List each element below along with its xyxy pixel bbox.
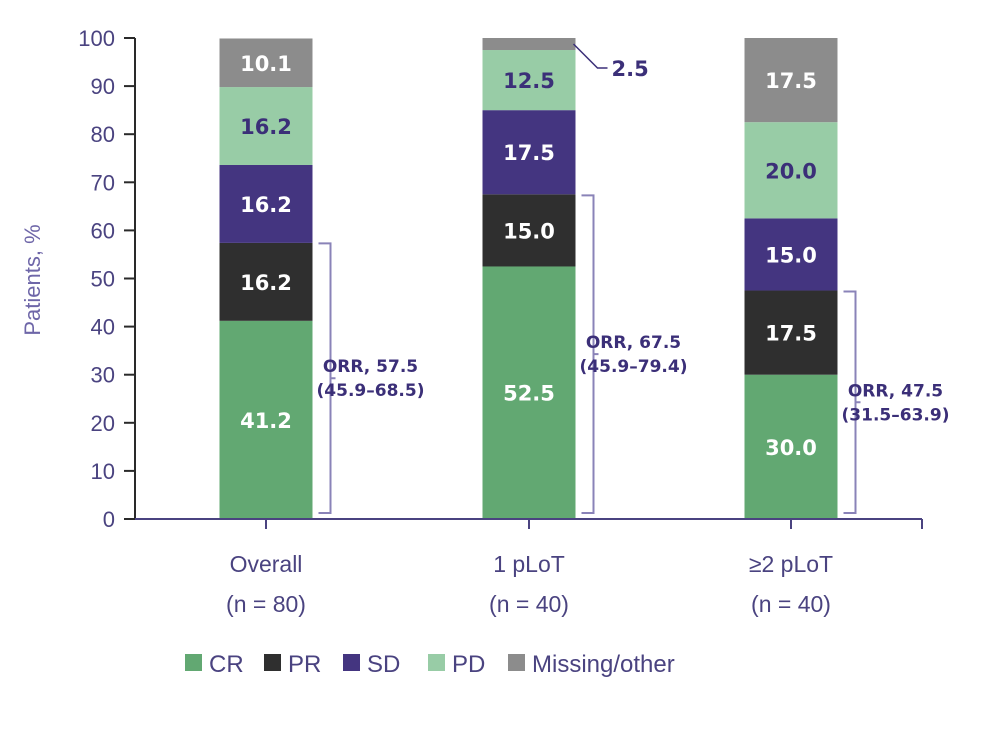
legend-item: PD	[428, 651, 485, 678]
orr-bracket	[843, 290, 861, 514]
bar-segment-missing-other	[744, 38, 838, 123]
data-label: 2.5	[612, 57, 649, 81]
bar-segment-pd	[219, 87, 313, 165]
x-tick-sublabel: (n = 40)	[489, 591, 569, 617]
bar-segment-cr	[219, 320, 313, 519]
y-tick-label: 40	[91, 315, 115, 340]
orr-label: ORR, 57.5	[323, 357, 418, 377]
legend-label: PR	[288, 651, 321, 678]
orr-annotation: ORR, 47.5 (31.5–63.9)	[842, 290, 950, 514]
y-tick-label: 10	[91, 459, 115, 484]
y-axis: 0 10 20 30 40 50 60 70 80 90 100	[78, 26, 136, 532]
legend-swatch	[343, 654, 360, 671]
legend-swatch	[508, 654, 525, 671]
bars: 41.2 16.2 16.2 16.2 10.1 52.5 15.0 17.5 12.5 2.5 3…	[219, 38, 838, 519]
y-tick-label: 80	[91, 122, 115, 147]
bar-segment-pr	[482, 194, 576, 267]
bar-segment-sd	[482, 110, 576, 195]
bar-segment-missing-other	[219, 38, 313, 88]
bar-segment-pd	[482, 50, 576, 111]
data-label: 41.2	[240, 409, 292, 433]
bar-segment-sd	[219, 164, 313, 243]
x-tick-sublabel: (n = 40)	[751, 591, 831, 617]
x-tick-label: Overall	[230, 551, 303, 577]
legend-item: PR	[264, 651, 321, 678]
data-label: 52.5	[503, 382, 555, 406]
data-label: 12.5	[503, 69, 555, 93]
y-tick-label: 0	[103, 507, 115, 532]
bar-segment-pr	[219, 242, 313, 321]
orr-label: ORR, 67.5	[586, 333, 681, 353]
orr-label: ORR, 47.5	[848, 381, 943, 401]
y-tick-label: 50	[91, 267, 115, 292]
bar-group: 52.5 15.0 17.5 12.5 2.5	[482, 38, 649, 519]
orr-ci-label: (31.5–63.9)	[842, 405, 950, 425]
data-label: 10.1	[240, 52, 292, 76]
x-axis: Overall (n = 80) 1 pLoT (n = 40) ≥2 pLoT (n =…	[135, 518, 923, 617]
legend-item: CR	[185, 651, 244, 678]
y-tick-label: 30	[91, 363, 115, 388]
y-axis-title: Patients, %	[20, 224, 45, 335]
data-label: 17.5	[765, 322, 817, 346]
data-label: 17.5	[503, 141, 555, 165]
bar-segment-cr	[482, 266, 576, 519]
y-tick-label: 100	[78, 26, 115, 51]
data-label: 17.5	[765, 69, 817, 93]
data-label: 16.2	[240, 115, 292, 139]
orr-bracket	[581, 194, 599, 514]
data-label: 15.0	[765, 243, 817, 267]
bar-segment-sd	[744, 218, 838, 291]
bar-segment-missing-other	[482, 38, 576, 51]
y-tick-label: 20	[91, 411, 115, 436]
bar-segment-pd	[744, 122, 838, 219]
legend-swatch	[185, 654, 202, 671]
x-tick-label: ≥2 pLoT	[749, 551, 833, 577]
callout-line	[572, 43, 608, 69]
data-label: 16.2	[240, 271, 292, 295]
legend-label: PD	[452, 651, 485, 678]
legend-item: SD	[343, 651, 400, 678]
y-tick-label: 90	[91, 74, 115, 99]
legend-label: CR	[209, 651, 244, 678]
bar-segment-cr	[744, 374, 838, 519]
orr-ci-label: (45.9–68.5)	[317, 381, 425, 401]
orr-annotation: ORR, 57.5 (45.9–68.5)	[317, 242, 425, 514]
legend-label: SD	[367, 651, 400, 678]
x-tick-sublabel: (n = 80)	[226, 591, 306, 617]
orr-annotations: ORR, 57.5 (45.9–68.5) ORR, 67.5 (45.9–79.4)…	[317, 194, 950, 514]
data-label: 20.0	[765, 159, 817, 183]
legend-label: Missing/other	[532, 651, 675, 678]
orr-bracket	[318, 242, 336, 514]
y-tick-label: 60	[91, 218, 115, 243]
bar-segment-pr	[744, 290, 838, 375]
orr-annotation: ORR, 67.5 (45.9–79.4)	[580, 194, 688, 514]
data-label: 30.0	[765, 436, 817, 460]
x-tick-label: 1 pLoT	[493, 551, 565, 577]
data-label: 15.0	[503, 219, 555, 243]
bar-group: 30.0 17.5 15.0 20.0 17.5	[744, 38, 838, 519]
legend-item: Missing/other	[508, 651, 675, 678]
legend-swatch	[264, 654, 281, 671]
bar-group: 41.2 16.2 16.2 16.2 10.1	[219, 38, 313, 519]
legend-swatch	[428, 654, 445, 671]
y-tick-label: 70	[91, 170, 115, 195]
legend: CR PR SD PD Missing/other	[185, 651, 675, 678]
orr-ci-label: (45.9–79.4)	[580, 357, 688, 377]
data-label: 16.2	[240, 193, 292, 217]
